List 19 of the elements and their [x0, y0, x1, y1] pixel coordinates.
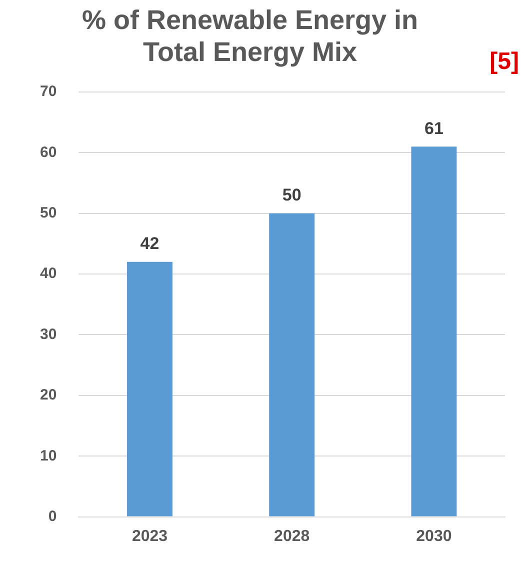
data-label: 42: [140, 234, 160, 254]
x-tick-label: 2028: [274, 528, 310, 545]
y-tick-label: 10: [40, 447, 57, 464]
y-tick-label: 0: [48, 508, 57, 525]
text: [5]: [490, 48, 519, 76]
y-tick-label: 30: [40, 326, 57, 343]
data-label: 61: [424, 118, 444, 138]
chart-title: % of Renewable Energy in Total Energy Mix: [80, 4, 420, 68]
y-tick-label: 60: [40, 144, 57, 161]
x-tick-label: 2023: [132, 528, 168, 545]
y-tick-label: 40: [40, 265, 57, 282]
y-tick-label: 50: [40, 204, 57, 222]
bar: [127, 262, 172, 516]
y-tick-label: 20: [40, 386, 57, 404]
x-tick-label: 2030: [416, 528, 452, 545]
data-label: 50: [282, 186, 302, 205]
bar: [411, 146, 457, 516]
bar: [269, 213, 315, 516]
y-tick-label: 70: [40, 83, 57, 100]
